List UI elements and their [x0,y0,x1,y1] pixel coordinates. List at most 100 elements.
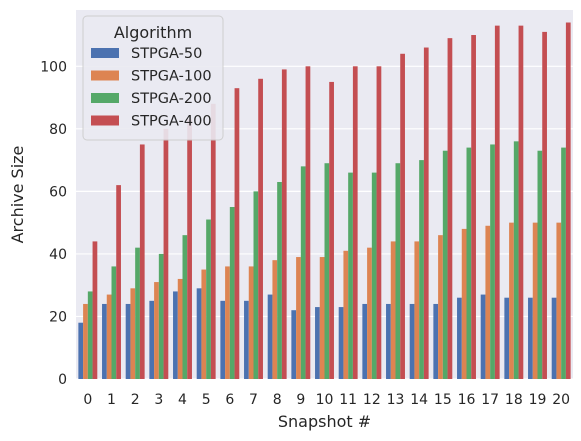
bar-stpga-400-snapshot-2 [139,144,145,379]
x-tick-label: 6 [225,392,234,408]
x-tick-label: 19 [529,392,547,408]
bar-stpga-400-snapshot-9 [305,66,311,379]
bar-stpga-50-snapshot-13 [386,303,391,379]
x-tick-label: 13 [387,392,405,408]
bar-stpga-100-snapshot-6 [225,266,230,379]
bar-stpga-50-snapshot-10 [315,307,320,379]
bar-stpga-400-snapshot-14 [423,47,429,380]
bar-stpga-200-snapshot-5 [206,219,211,379]
bar-stpga-100-snapshot-14 [414,241,420,379]
bar-stpga-200-snapshot-7 [253,191,259,379]
bar-stpga-200-snapshot-13 [395,163,401,379]
bar-stpga-200-snapshot-20 [561,147,566,379]
legend-label: STPGA-100 [131,69,212,85]
bar-stpga-200-snapshot-15 [442,150,448,379]
bar-stpga-400-snapshot-13 [400,53,405,379]
bar-stpga-100-snapshot-13 [390,241,396,379]
bar-stpga-50-snapshot-9 [291,310,297,379]
bar-stpga-400-snapshot-11 [352,66,358,379]
x-tick-label: 9 [296,392,305,408]
bar-stpga-200-snapshot-12 [371,172,377,379]
x-tick-label: 5 [202,392,211,408]
x-tick-label: 1 [107,392,116,408]
x-tick-label: 2 [131,392,140,408]
bar-stpga-50-snapshot-11 [338,307,344,379]
bar-stpga-400-snapshot-12 [376,66,382,379]
bar-stpga-100-snapshot-17 [485,225,491,379]
bar-stpga-400-snapshot-17 [494,25,500,380]
bar-stpga-50-snapshot-3 [149,300,155,379]
bar-stpga-200-snapshot-10 [324,163,330,379]
legend-box [82,15,224,141]
bar-stpga-100-snapshot-12 [367,247,372,379]
bar-stpga-100-snapshot-9 [296,257,301,379]
bar-stpga-100-snapshot-4 [177,278,183,379]
legend-label: STPGA-400 [131,114,212,130]
x-tick-label: 16 [458,392,476,408]
legend-swatch [91,70,119,81]
bar-stpga-100-snapshot-0 [83,303,88,379]
x-tick-label: 8 [273,392,282,408]
bar-stpga-200-snapshot-6 [229,207,235,379]
bar-stpga-400-snapshot-4 [187,119,192,379]
y-tick-label: 80 [49,122,67,138]
legend-swatch [91,115,119,126]
bar-stpga-400-snapshot-0 [92,241,98,379]
bar-stpga-50-snapshot-12 [362,303,368,379]
legend-title: Algorithm [114,23,192,42]
legend-label: STPGA-50 [131,46,202,62]
bar-stpga-100-snapshot-7 [248,266,254,379]
bar-stpga-100-snapshot-10 [319,257,325,379]
bar-stpga-50-snapshot-15 [433,303,439,379]
bar-stpga-400-snapshot-3 [163,128,169,379]
bar-stpga-50-snapshot-18 [504,297,510,379]
bar-stpga-400-snapshot-16 [471,35,476,380]
bar-stpga-50-snapshot-0 [78,322,84,379]
x-tick-label: 14 [410,392,428,408]
bar-stpga-50-snapshot-16 [457,297,462,379]
bar-stpga-400-snapshot-1 [116,185,121,379]
legend: Algorithm STPGA-50 STPGA-100 STPGA-200 STPG… [82,15,224,141]
bar-stpga-400-snapshot-10 [329,81,334,379]
y-tick-label: 0 [58,372,67,388]
x-tick-label: 12 [363,392,381,408]
bars [78,22,571,380]
bar-stpga-200-snapshot-4 [182,235,188,379]
bar-stpga-200-snapshot-3 [158,253,164,379]
bar-stpga-50-snapshot-5 [196,288,202,379]
bar-stpga-50-snapshot-17 [480,294,486,379]
bar-stpga-200-snapshot-17 [490,144,495,379]
bar-stpga-400-snapshot-18 [518,25,524,380]
bar-stpga-400-snapshot-20 [565,22,571,379]
x-tick-label: 11 [339,392,357,408]
bar-stpga-200-snapshot-18 [513,141,519,379]
y-tick-label: 20 [49,309,67,325]
bar-stpga-100-snapshot-3 [154,282,159,379]
bar-stpga-400-snapshot-5 [210,103,216,379]
bar-stpga-100-snapshot-2 [130,288,136,379]
legend-label: STPGA-200 [131,91,212,107]
bar-stpga-200-snapshot-19 [537,150,543,379]
bar-stpga-400-snapshot-19 [542,31,547,379]
bar-stpga-200-snapshot-1 [111,266,117,379]
x-tick-label: 20 [552,392,570,408]
bar-stpga-400-snapshot-15 [447,38,453,379]
y-axis-label: Archive Size [8,146,27,244]
bar-stpga-100-snapshot-20 [556,222,562,379]
y-tick-label: 40 [49,247,67,263]
bar-stpga-200-snapshot-9 [300,166,306,379]
x-tick-label: 18 [505,392,523,408]
x-tick-label: 0 [83,392,92,408]
bar-stpga-100-snapshot-8 [272,260,278,379]
bar-stpga-400-snapshot-7 [258,78,263,380]
bar-stpga-200-snapshot-0 [87,291,93,379]
x-tick-label: 17 [481,392,499,408]
x-tick-label: 15 [434,392,452,408]
bar-stpga-50-snapshot-4 [173,291,178,379]
bar-stpga-100-snapshot-5 [201,269,207,379]
y-tick-labels: 0 20 40 60 80 100 [40,59,67,388]
bar-stpga-50-snapshot-20 [551,297,557,379]
bar-stpga-100-snapshot-11 [343,250,349,379]
bar-stpga-200-snapshot-14 [419,160,424,379]
